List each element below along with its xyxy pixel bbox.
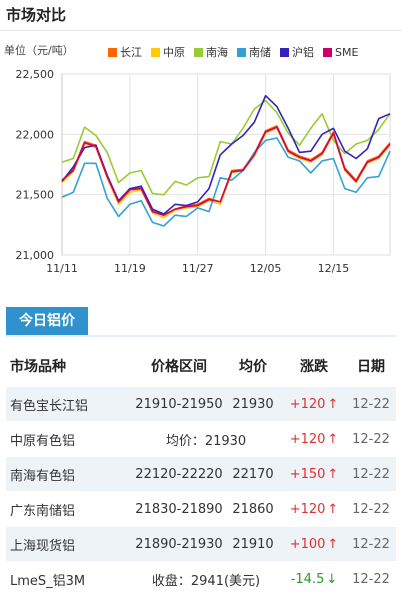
- change-value: +120: [289, 431, 326, 447]
- arrow-down-icon: ↓: [326, 571, 338, 587]
- legend-swatch: [280, 48, 289, 57]
- section-header: 市场对比: [0, 0, 402, 31]
- header-range: 价格区间: [151, 359, 207, 375]
- price-chart: 21,000 21,500 22,000 22,500 11/11 11/19 11/27 1…: [0, 36, 402, 286]
- change-value: +100: [289, 536, 326, 552]
- y-tick-label: 22,500: [16, 68, 55, 81]
- cell-name: 广东南储铝: [10, 503, 76, 519]
- cell-date: 12-22: [352, 571, 390, 587]
- table-row[interactable]: 中原有色铝 均价：21930 +120 ↑ 12-22: [6, 422, 396, 457]
- legend-swatch: [194, 48, 203, 57]
- x-tick-label: 12/15: [318, 262, 350, 275]
- cell-range: 22120-22220: [135, 466, 223, 482]
- header-date: 日期: [357, 359, 385, 375]
- series-line: [61, 99, 391, 196]
- change-value: +150: [289, 466, 326, 482]
- table-row[interactable]: 上海现货铝 21890-21930 21910 +100 ↑ 12-22: [6, 527, 396, 562]
- cell-name: 南海有色铝: [10, 468, 76, 484]
- change-value: +120: [289, 501, 326, 517]
- change-value: +120: [289, 396, 326, 412]
- legend-label: SME: [335, 46, 359, 59]
- cell-change: +120 ↑: [288, 387, 340, 421]
- cell-avg: 21910: [232, 536, 274, 552]
- cell-merged-price: 均价：21930: [165, 433, 247, 449]
- cell-name: 有色宝长江铝: [10, 398, 89, 414]
- legend-item: 长江: [108, 44, 142, 60]
- change-value: -14.5: [290, 571, 325, 587]
- legend-item: 南海: [194, 44, 228, 60]
- line-chart: 21,000 21,500 22,000 22,500 11/11 11/19 11/27 1…: [16, 68, 391, 275]
- cell-range: 21830-21890: [135, 501, 223, 517]
- cell-avg: 22170: [232, 466, 274, 482]
- legend-item: SME: [323, 46, 358, 59]
- series-line: [61, 126, 391, 216]
- legend-swatch: [237, 48, 246, 57]
- legend-item: 中原: [151, 44, 185, 60]
- header-name: 市场品种: [10, 359, 66, 375]
- cell-date: 12-22: [352, 536, 390, 552]
- legend-label: 沪铝: [292, 46, 314, 59]
- table-body: 有色宝长江铝 21910-21950 21930 +120 ↑ 12-22 中原有色铝 均价：…: [6, 387, 396, 597]
- y-tick-label: 22,000: [16, 128, 55, 141]
- cell-change: -14.5 ↓: [288, 562, 340, 596]
- table-row[interactable]: 南海有色铝 22120-22220 22170 +150 ↑ 12-22: [6, 457, 396, 492]
- cell-name: 中原有色铝: [10, 433, 76, 449]
- cell-merged-price: 收盘：2941(美元): [151, 573, 261, 589]
- cell-change: +150 ↑: [288, 457, 340, 491]
- price-table: 市场品种 价格区间 均价 涨跌 日期 有色宝长江铝 21910-21950 2193…: [6, 346, 396, 597]
- y-tick-label: 21,500: [16, 189, 55, 202]
- x-tick-label: 11/27: [182, 262, 214, 275]
- cell-range: 21910-21950: [135, 396, 223, 412]
- cell-avg: 21860: [232, 501, 274, 517]
- cell-date: 12-22: [352, 501, 390, 517]
- legend-label: 中原: [163, 46, 185, 59]
- x-tick-label: 11/19: [114, 262, 146, 275]
- tab-underline: [6, 335, 396, 337]
- cell-name: LmeS_铝3M: [10, 573, 86, 589]
- arrow-up-icon: ↑: [327, 396, 339, 412]
- page-title: 市场对比: [6, 6, 67, 24]
- x-tick-label: 11/11: [46, 262, 78, 275]
- legend-item: 南储: [237, 44, 271, 60]
- cell-change: +120 ↑: [288, 492, 340, 526]
- cell-range: 21890-21930: [135, 536, 223, 552]
- cell-date: 12-22: [352, 396, 390, 412]
- tab-today-aluminum-price[interactable]: 今日铝价: [6, 307, 88, 335]
- chart-unit-label: 单位（元/吨）: [4, 44, 74, 57]
- legend-label: 长江: [120, 46, 142, 59]
- table-row[interactable]: 广东南储铝 21830-21890 21860 +120 ↑ 12-22: [6, 492, 396, 527]
- arrow-up-icon: ↑: [327, 466, 339, 482]
- legend-label: 南储: [249, 46, 271, 59]
- arrow-up-icon: ↑: [327, 501, 339, 517]
- y-tick-label: 21,000: [16, 249, 55, 262]
- table-row[interactable]: 有色宝长江铝 21910-21950 21930 +120 ↑ 12-22: [6, 387, 396, 422]
- cell-name: 上海现货铝: [10, 538, 76, 554]
- legend-item: 沪铝: [280, 44, 314, 60]
- header-change: 涨跌: [300, 359, 328, 375]
- cell-date: 12-22: [352, 466, 390, 482]
- legend-swatch: [151, 48, 160, 57]
- arrow-up-icon: ↑: [327, 431, 339, 447]
- cell-date: 12-22: [352, 431, 390, 447]
- series-line: [61, 137, 391, 227]
- legend-swatch: [323, 48, 332, 57]
- legend-swatch: [108, 48, 117, 57]
- chart-legend: 长江 中原 南海 南储 沪铝 SME: [108, 44, 367, 60]
- cell-change: +120 ↑: [288, 422, 340, 456]
- cell-change: +100 ↑: [288, 527, 340, 561]
- legend-label: 南海: [206, 46, 228, 59]
- header-avg: 均价: [239, 359, 267, 375]
- x-tick-label: 12/05: [250, 262, 282, 275]
- arrow-up-icon: ↑: [327, 536, 339, 552]
- table-header-row: 市场品种 价格区间 均价 涨跌 日期: [6, 346, 396, 387]
- cell-avg: 21930: [232, 396, 274, 412]
